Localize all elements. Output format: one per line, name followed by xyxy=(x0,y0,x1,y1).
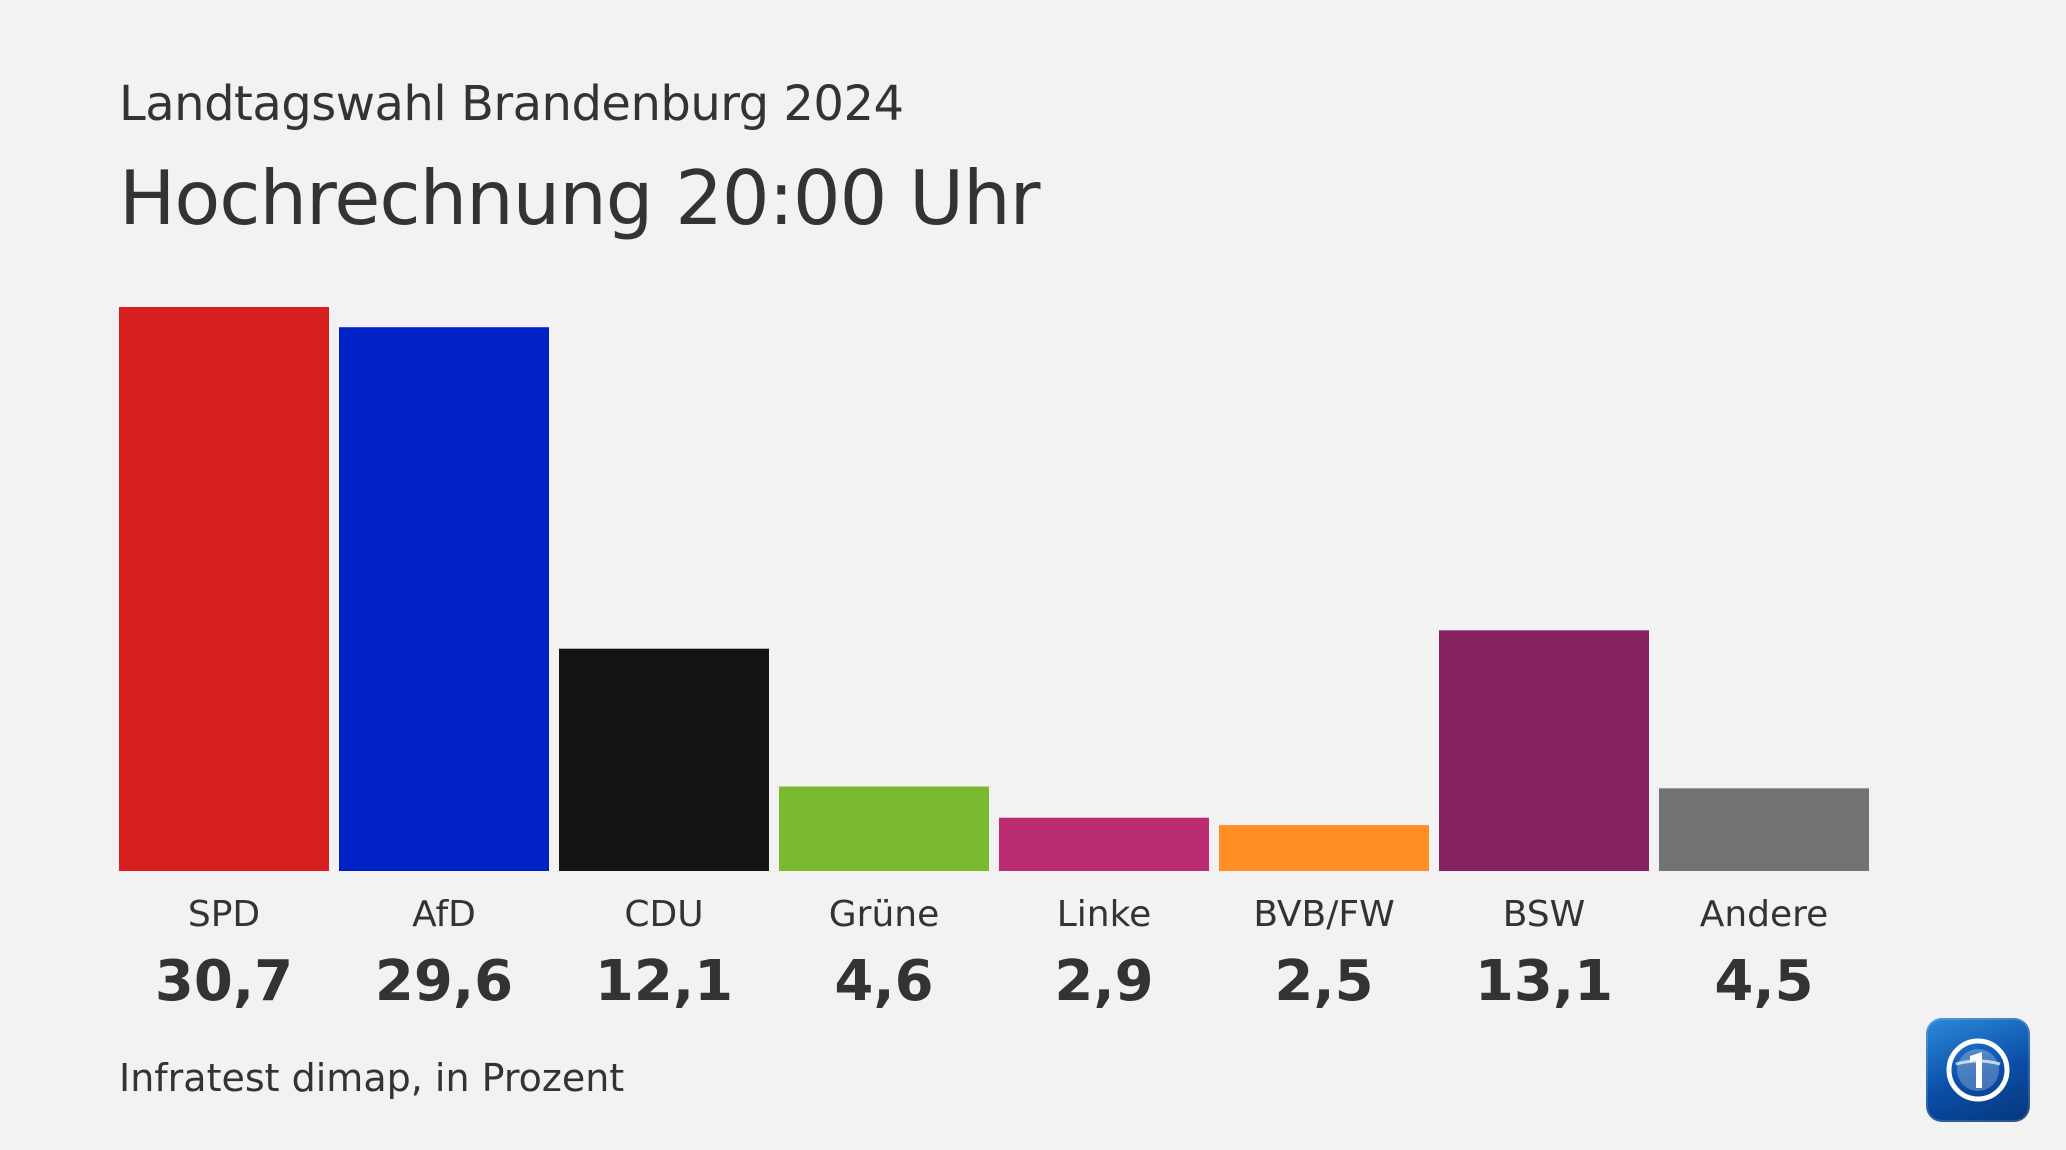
bar-afd xyxy=(339,327,549,871)
value-label-bvb-fw: 2,5 xyxy=(1274,949,1373,1014)
value-label-gr-ne: 4,6 xyxy=(834,949,933,1014)
category-labels-group: SPD AfD CDU Grüne Linke BVB/FW BSW Andere xyxy=(188,894,1828,935)
chart-title: Hochrechnung 20:00 Uhr xyxy=(119,154,1040,242)
category-label-andere: Andere xyxy=(1700,894,1829,935)
chart-supertitle: Landtagswahl Brandenburg 2024 xyxy=(119,76,904,132)
value-label-afd: 29,6 xyxy=(375,949,513,1014)
category-label-cdu: CDU xyxy=(624,894,703,935)
value-label-andere: 4,5 xyxy=(1714,949,1813,1014)
bars-group xyxy=(119,307,1869,871)
value-label-bsw: 13,1 xyxy=(1475,949,1613,1014)
value-label-cdu: 12,1 xyxy=(595,949,733,1014)
bar-bvb-fw xyxy=(1219,825,1429,871)
bar-andere xyxy=(1659,788,1869,871)
category-label-afd: AfD xyxy=(412,894,476,935)
logo-glyph-icon xyxy=(1946,1038,2010,1102)
bar-cdu xyxy=(559,648,769,871)
value-label-spd: 30,7 xyxy=(155,949,293,1014)
value-label-linke: 2,9 xyxy=(1054,949,1153,1014)
category-label-bvb-fw: BVB/FW xyxy=(1253,894,1394,935)
category-label-bsw: BSW xyxy=(1503,894,1586,935)
bar-spd xyxy=(119,307,329,871)
category-label-gr-ne: Grüne xyxy=(829,894,939,935)
bar-linke xyxy=(999,817,1209,871)
source-note: Infratest dimap, in Prozent xyxy=(119,1056,625,1100)
tagesschau-logo-icon[interactable] xyxy=(1926,1018,2030,1122)
bar-gr-ne xyxy=(779,786,989,871)
bar-bsw xyxy=(1439,630,1649,871)
value-labels-group: 30,7 29,6 12,1 4,6 2,9 2,5 13,1 4,5 xyxy=(155,949,1814,1014)
category-label-spd: SPD xyxy=(188,894,260,935)
category-label-linke: Linke xyxy=(1057,894,1152,935)
